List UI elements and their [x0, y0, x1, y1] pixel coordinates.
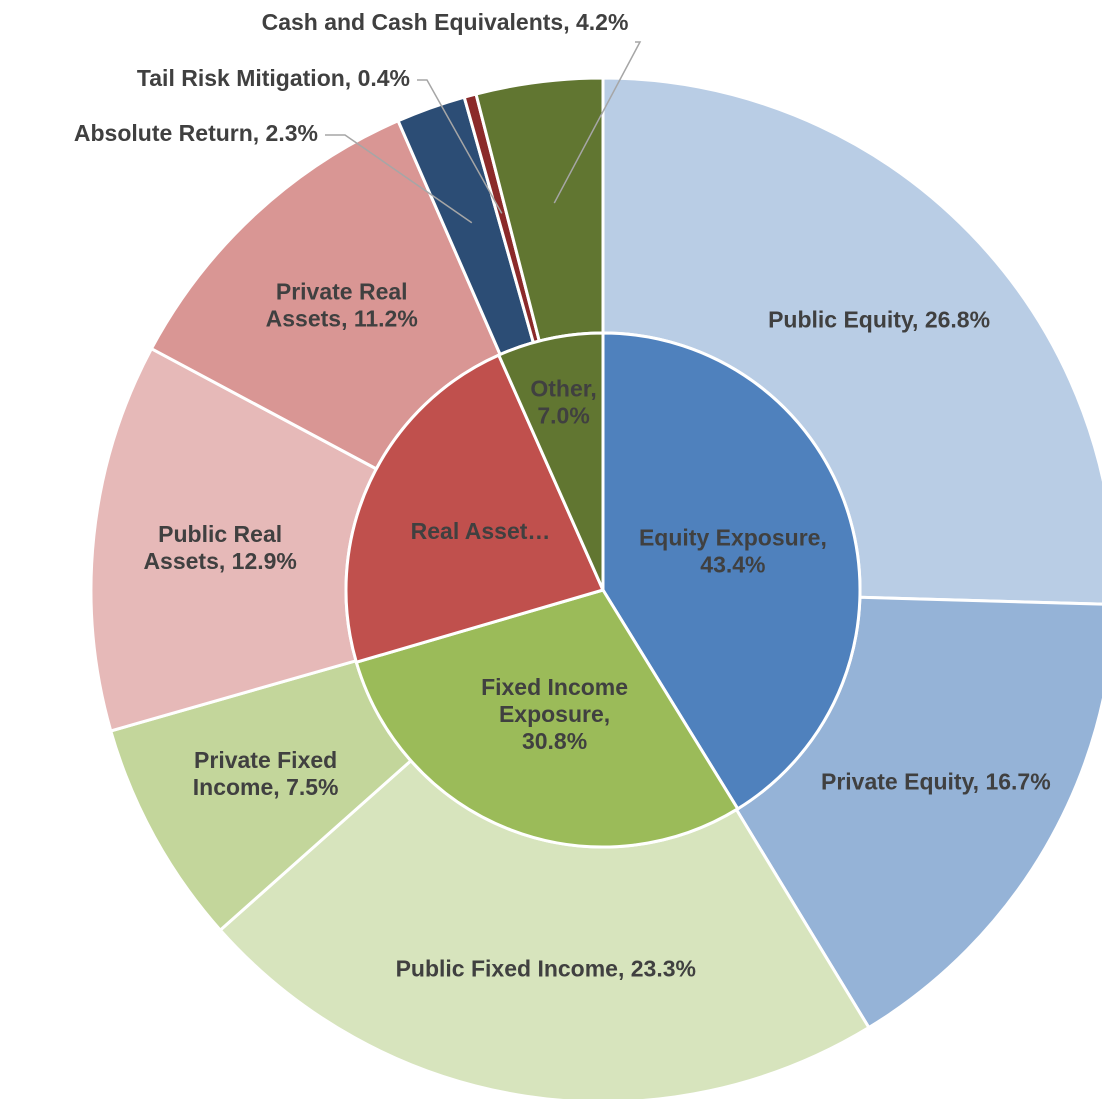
slice-label: Private Real Assets, 11.2% — [266, 279, 418, 332]
slice-label: Tail Risk Mitigation, 0.4% — [137, 65, 410, 91]
label-line: Public Fixed Income, 23.3% — [396, 956, 696, 982]
label-line: 7.0% — [537, 403, 589, 429]
label-line: Fixed Income — [481, 674, 628, 700]
slice-label: Real Asset… — [411, 518, 551, 544]
slice-label: Private Fixed Income, 7.5% — [193, 747, 339, 800]
slice-label: Private Equity, 16.7% — [821, 769, 1051, 795]
label-line: Real Asset… — [411, 518, 551, 544]
slice-label: Equity Exposure, 43.4% — [639, 525, 827, 578]
label-line: 43.4% — [700, 552, 765, 578]
inner-slice — [496, 331, 605, 591]
inner-slice — [344, 353, 606, 665]
label-line: Other, — [530, 376, 596, 402]
inner-slice — [601, 331, 862, 811]
slice-label: Cash and Cash Equivalents, 4.2% — [262, 9, 629, 35]
label-line: Assets, 12.9% — [143, 548, 296, 574]
label-line: Equity Exposure, — [639, 525, 827, 551]
label-line: Public Real — [158, 521, 282, 547]
slice-label: Fixed Income Exposure, 30.8% — [481, 674, 628, 754]
slice-label: Public Real Assets, 12.9% — [143, 521, 296, 574]
label-line: Private Fixed — [194, 747, 337, 773]
label-line: 30.8% — [522, 728, 587, 754]
slice-label: Public Fixed Income, 23.3% — [396, 956, 696, 982]
slice-label: Public Equity, 26.8% — [768, 307, 990, 333]
label-line: Public Equity, 26.8% — [768, 307, 990, 333]
slice-label: Absolute Return, 2.3% — [74, 120, 318, 146]
label-line: Income, 7.5% — [193, 774, 339, 800]
label-line: Assets, 11.2% — [266, 306, 418, 332]
inner-slice — [354, 588, 740, 849]
leader-line — [325, 134, 473, 224]
leader-line — [417, 79, 503, 214]
leader-line — [553, 41, 642, 204]
label-line: Exposure, — [499, 701, 610, 727]
label-line: Private Real — [276, 279, 408, 305]
label-line: Absolute Return, 2.3% — [74, 120, 318, 146]
label-line: Tail Risk Mitigation, 0.4% — [137, 65, 410, 91]
label-line: Cash and Cash Equivalents, 4.2% — [262, 9, 629, 35]
slice-label: Other, 7.0% — [530, 376, 596, 429]
label-line: Private Equity, 16.7% — [821, 769, 1051, 795]
